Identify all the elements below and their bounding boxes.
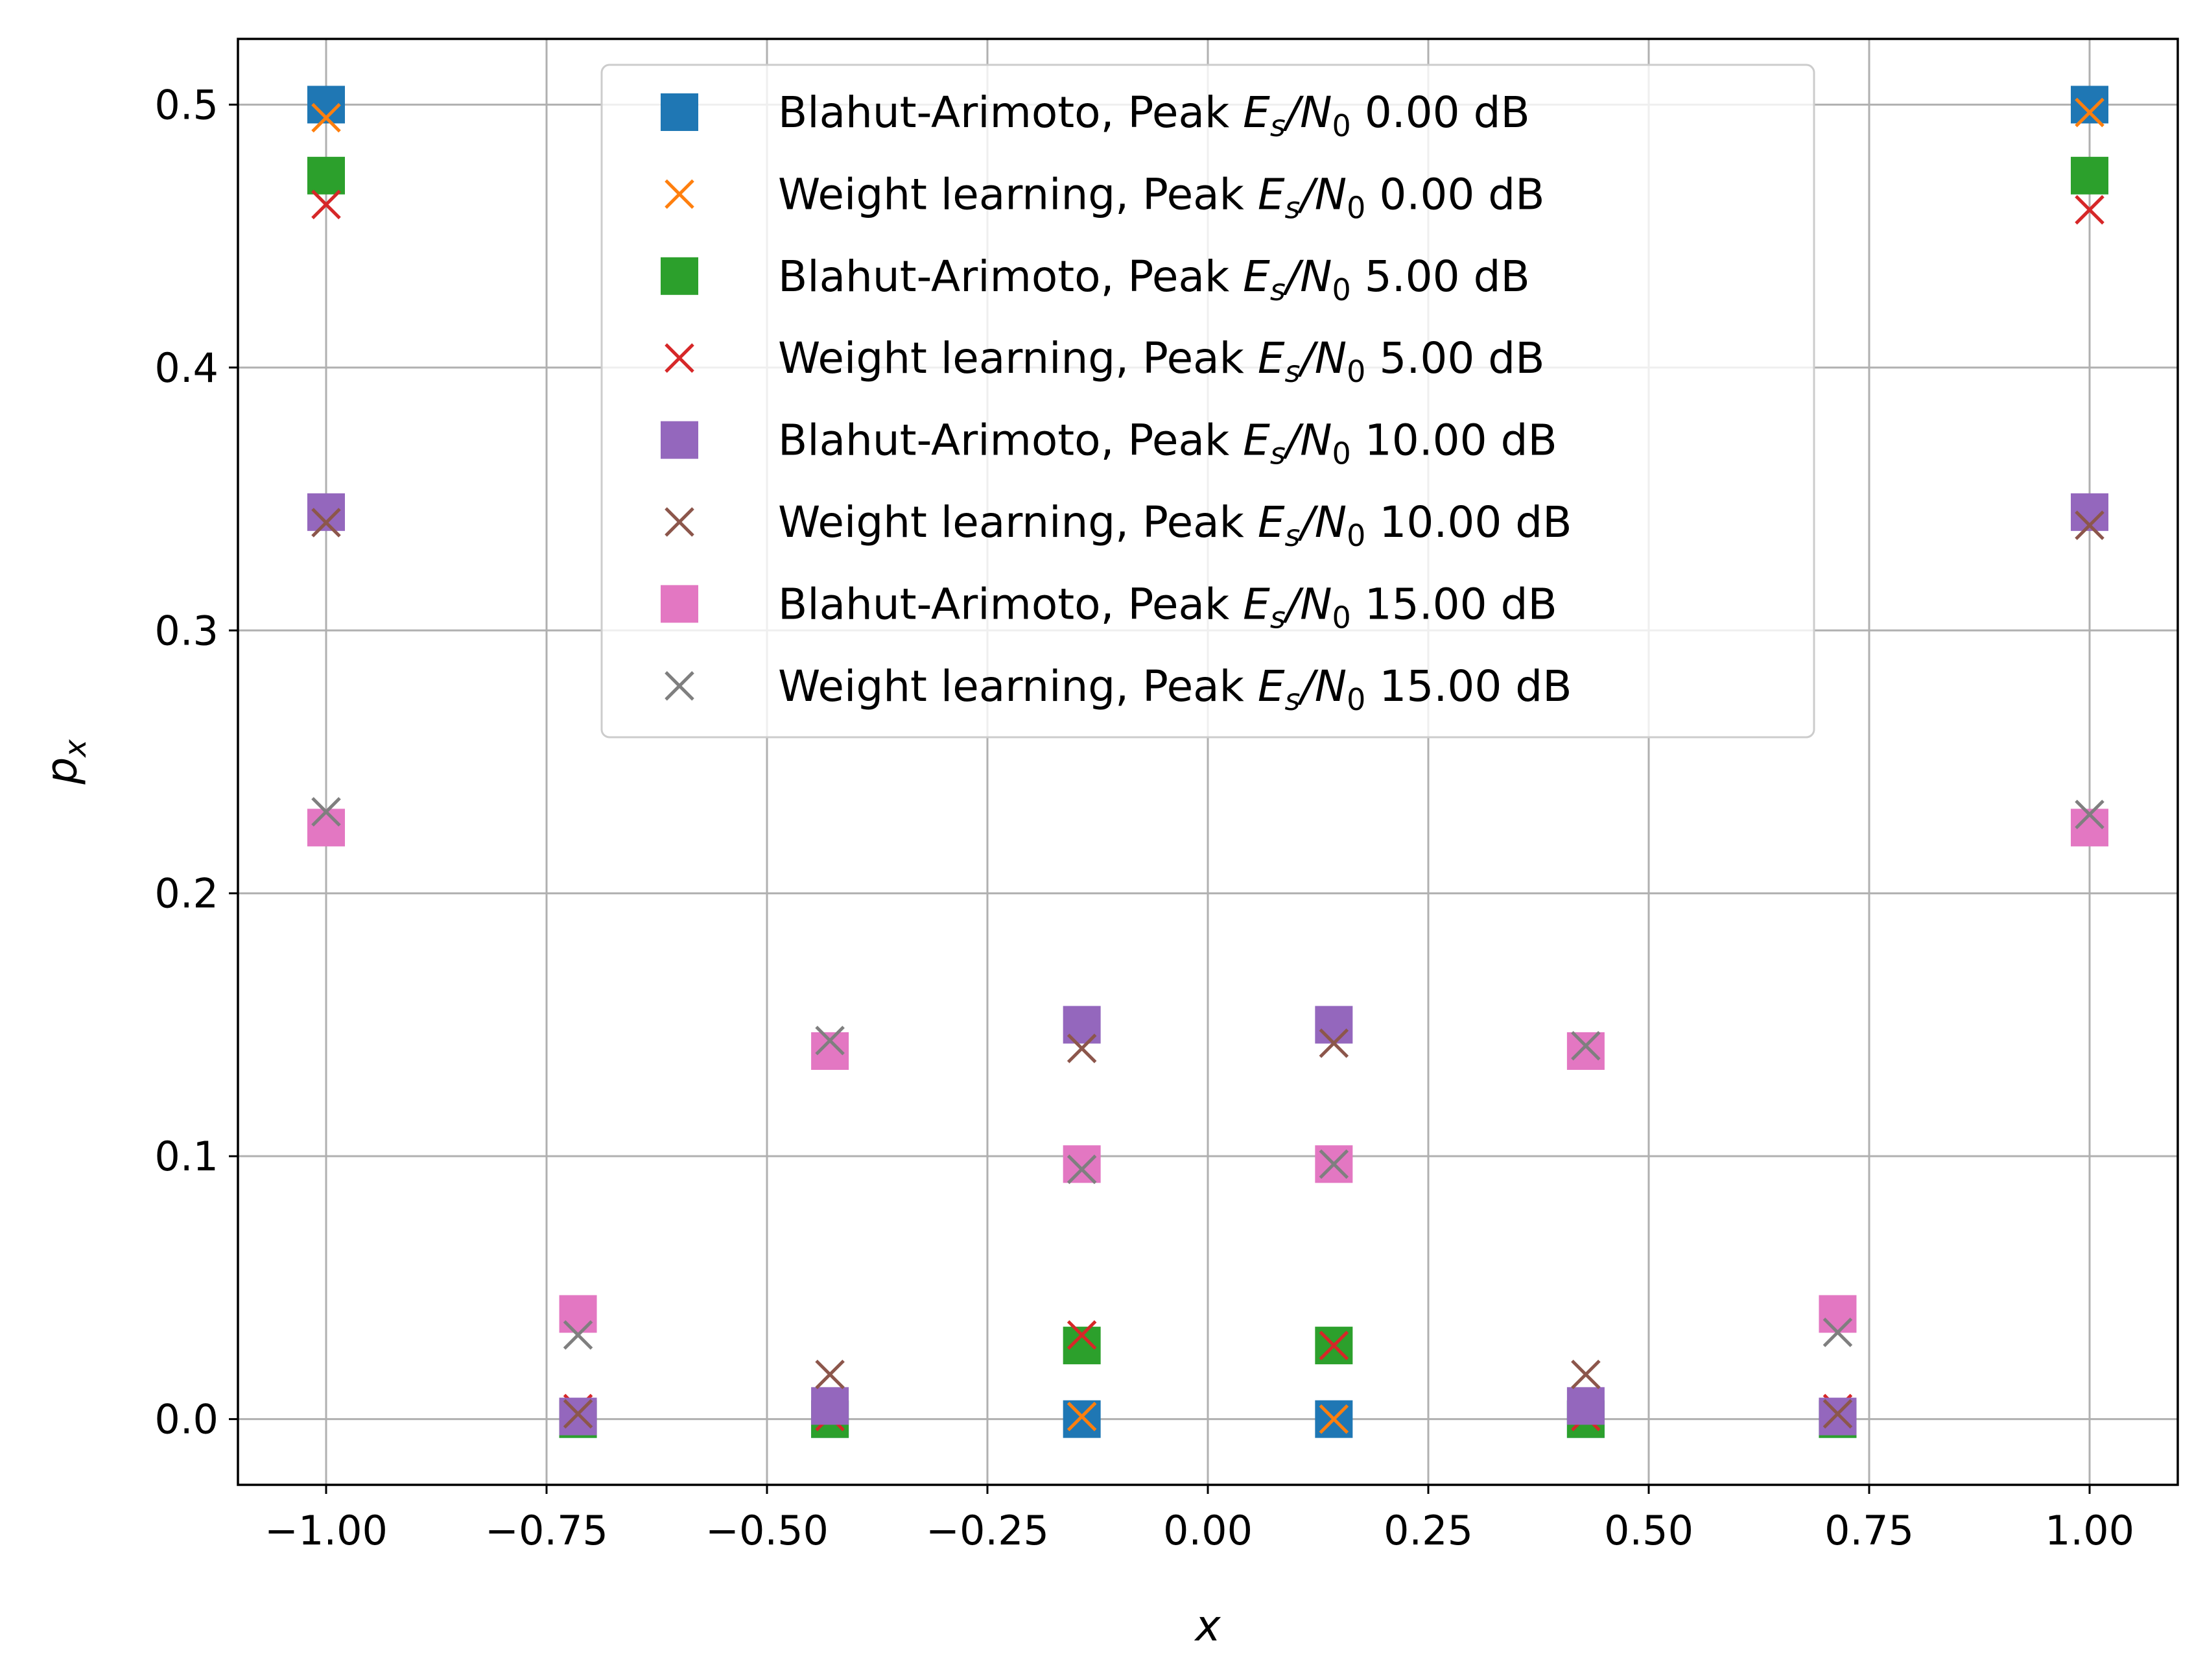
x-tick-label: 1.00 [2045,1507,2134,1554]
data-point [1319,1331,1349,1360]
y-axis-label-subscript: x [58,739,93,759]
legend-label: Weight learning, Peak Es/N0 5.00 dB [778,333,1544,389]
y-axis-label-symbol: p [37,757,87,785]
data-point [1067,1401,1097,1432]
x-tick-label: 0.50 [1604,1507,1693,1554]
legend-label: Weight learning, Peak Es/N0 15.00 dB [778,661,1572,717]
data-point [1063,1400,1101,1438]
data-point [2075,510,2105,540]
data-point [559,1295,597,1333]
data-point [1067,1154,1097,1185]
data-point [1566,1387,1605,1425]
legend-label: Blahut-Arimoto, Peak Es/N0 0.00 dB [778,88,1530,143]
legend-item: Blahut-Arimoto, Peak Es/N0 0.00 dB [661,88,1530,143]
axis-ticks: −1.00 −0.75 −0.50 −0.25 0.00 0.25 0.50 0.75 1.00… [154,81,2134,1554]
legend-label: Weight learning, Peak Es/N0 10.00 dB [778,497,1572,553]
data-point [1063,1145,1101,1183]
data-point [811,1387,849,1425]
data-point [2075,97,2105,128]
data-point [307,156,345,195]
data-point [1819,1295,1857,1333]
x-tick-label: 0.25 [1384,1507,1473,1554]
data-point [1063,1006,1101,1044]
x-tick-label: −1.00 [265,1507,388,1554]
x-tick-label: 0.75 [1824,1507,1914,1554]
data-point [1819,1397,1857,1436]
series-5 [311,508,2105,1429]
data-point [1067,1034,1097,1063]
series-4 [307,493,2108,1436]
data-point [307,493,345,531]
data-point [311,102,341,133]
legend-item: Weight learning, Peak Es/N0 15.00 dB [665,661,1572,717]
legend-label: Weight learning, Peak Es/N0 0.00 dB [778,169,1544,225]
legend-item: Blahut-Arimoto, Peak Es/N0 10.00 dB [661,416,1557,471]
data-point [1822,1318,1853,1347]
y-tick-label: 0.1 [154,1133,218,1180]
data-point [1571,1031,1601,1061]
x-tick-label: 0.00 [1163,1507,1253,1554]
legend-label: Blahut-Arimoto, Peak Es/N0 5.00 dB [778,252,1530,307]
data-point [2075,195,2105,225]
y-tick-label: 0.2 [154,870,218,917]
data-point [1822,1399,1853,1429]
data-point [1319,1404,1349,1434]
legend-marker [661,93,698,131]
data-point [1063,1327,1101,1365]
data-point [815,1359,845,1390]
series-7 [311,797,2105,1350]
data-point [2075,799,2105,829]
legend-item: Blahut-Arimoto, Peak Es/N0 5.00 dB [661,252,1530,307]
legend-marker [665,671,694,701]
data-point [311,189,341,220]
plot-frame [237,38,2179,1486]
data-point [1319,1149,1349,1179]
data-point [559,1397,597,1436]
x-tick-label: −0.75 [485,1507,608,1554]
data-point [563,1399,593,1429]
data-point [311,508,341,538]
x-axis-label: x [1194,1601,1221,1651]
legend-marker [661,421,698,459]
legend-marker [661,585,698,623]
legend-item: Blahut-Arimoto, Peak Es/N0 15.00 dB [661,579,1557,635]
x-tick-label: −0.25 [926,1507,1049,1554]
y-tick-label: 0.5 [154,81,218,128]
data-point [2071,86,2108,124]
data-point [563,1320,593,1350]
x-tick-label: −0.50 [705,1507,829,1554]
data-point [311,797,341,827]
legend: Blahut-Arimoto, Peak Es/N0 0.00 dB Weight… [600,64,1815,739]
legend-marker [665,507,694,537]
data-point [2071,156,2108,195]
legend-item: Weight learning, Peak Es/N0 10.00 dB [665,497,1572,553]
data-point [1067,1320,1097,1350]
y-tick-label: 0.3 [154,607,218,654]
legend-label: Blahut-Arimoto, Peak Es/N0 10.00 dB [778,416,1557,471]
y-tick-label: 0.4 [154,344,218,392]
data-point [1319,1028,1349,1058]
legend-box [600,64,1815,739]
legend-label: Blahut-Arimoto, Peak Es/N0 15.00 dB [778,579,1557,635]
legend-item: Weight learning, Peak Es/N0 0.00 dB [665,169,1544,225]
data-point [1566,1032,1605,1070]
legend-item: Weight learning, Peak Es/N0 5.00 dB [665,333,1544,389]
data-point [1571,1359,1601,1390]
data-point [811,1032,849,1070]
y-axis-label: px [37,739,93,785]
legend-marker [661,257,698,295]
legend-marker [665,343,694,373]
data-point [307,809,345,847]
data-point [815,1026,845,1056]
data-point [1315,1006,1353,1044]
legend-marker [665,179,694,209]
data-marks [307,86,2108,1438]
y-tick-label: 0.0 [154,1396,218,1443]
